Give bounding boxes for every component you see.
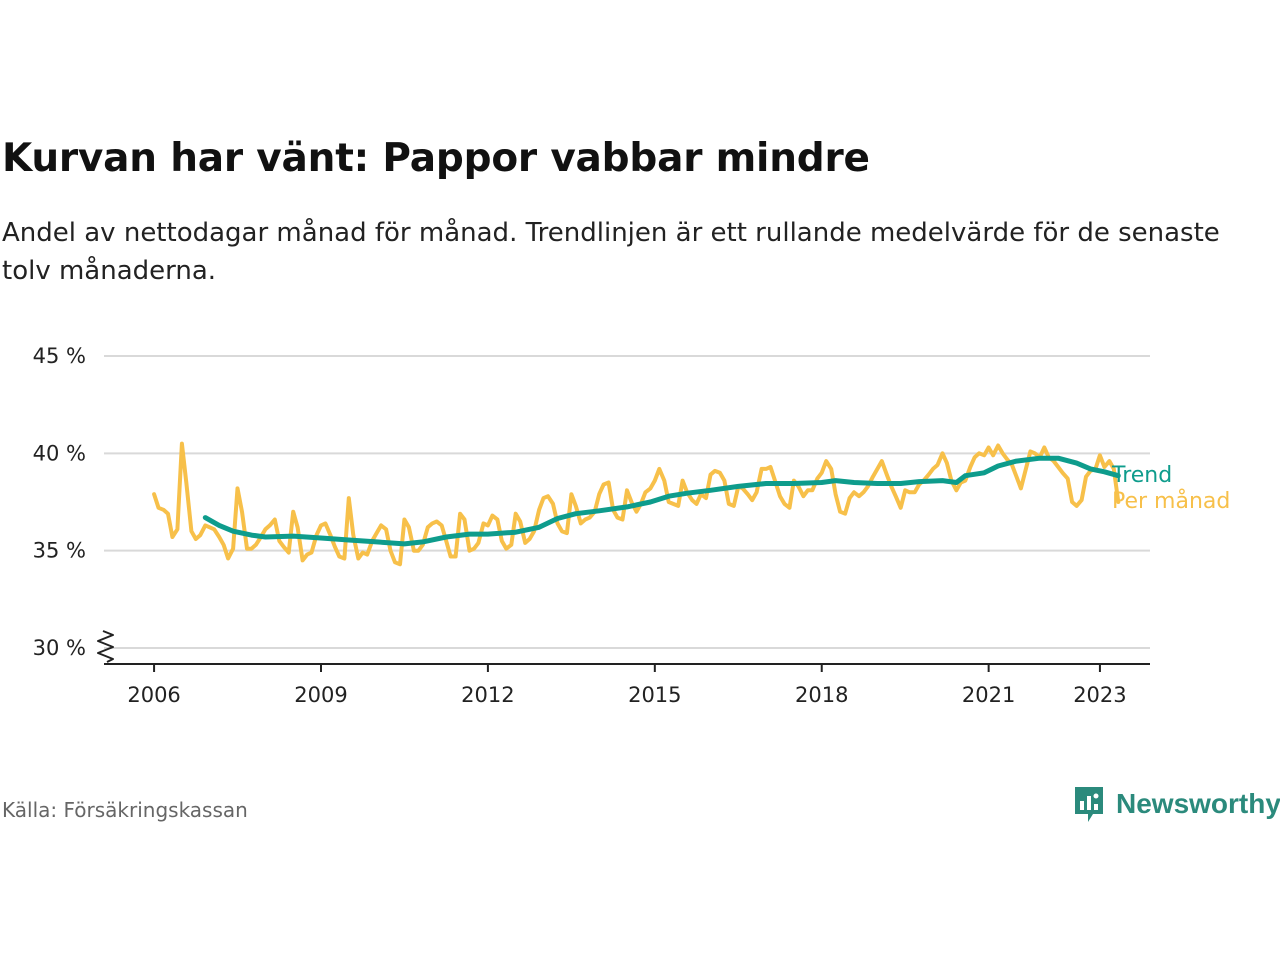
y-tick-label: 45 % bbox=[33, 344, 86, 368]
y-tick-label: 30 % bbox=[33, 636, 86, 660]
series-label-trend: Trend bbox=[1111, 463, 1172, 488]
y-axis-ticks: 30 % 35 % 40 % 45 % bbox=[33, 344, 86, 660]
source-note: Källa: Försäkringskassan bbox=[2, 798, 248, 822]
x-tick-label: 2006 bbox=[127, 683, 180, 707]
y-tick-label: 35 % bbox=[33, 539, 86, 563]
y-axis-break-icon bbox=[97, 630, 114, 663]
x-tick-label: 2018 bbox=[795, 683, 848, 707]
series-lines bbox=[152, 441, 1121, 567]
y-tick-label: 40 % bbox=[33, 441, 86, 465]
x-tick-label: 2009 bbox=[294, 683, 347, 707]
brand-logo[interactable]: Newsworthy bbox=[1072, 784, 1280, 824]
chart-title: Kurvan har vänt: Pappor vabbar mindre bbox=[2, 136, 870, 181]
x-tick-label: 2021 bbox=[962, 683, 1015, 707]
gridlines bbox=[104, 355, 1150, 649]
x-tick-label: 2015 bbox=[628, 683, 681, 707]
series-per-manad-line bbox=[152, 441, 1121, 567]
newsworthy-icon bbox=[1075, 787, 1103, 822]
series-trend-line bbox=[202, 455, 1121, 547]
chart-subtitle: Andel av nettodagar månad för månad. Tre… bbox=[2, 218, 1220, 286]
x-tick-label: 2012 bbox=[461, 683, 514, 707]
x-axis-ticks: 2006 2009 2012 2015 2018 2021 2023 bbox=[127, 664, 1127, 707]
brand-name: Newsworthy bbox=[1116, 788, 1280, 819]
x-tick-label: 2023 bbox=[1073, 683, 1126, 707]
series-label-per-manad: Per månad bbox=[1112, 488, 1230, 514]
